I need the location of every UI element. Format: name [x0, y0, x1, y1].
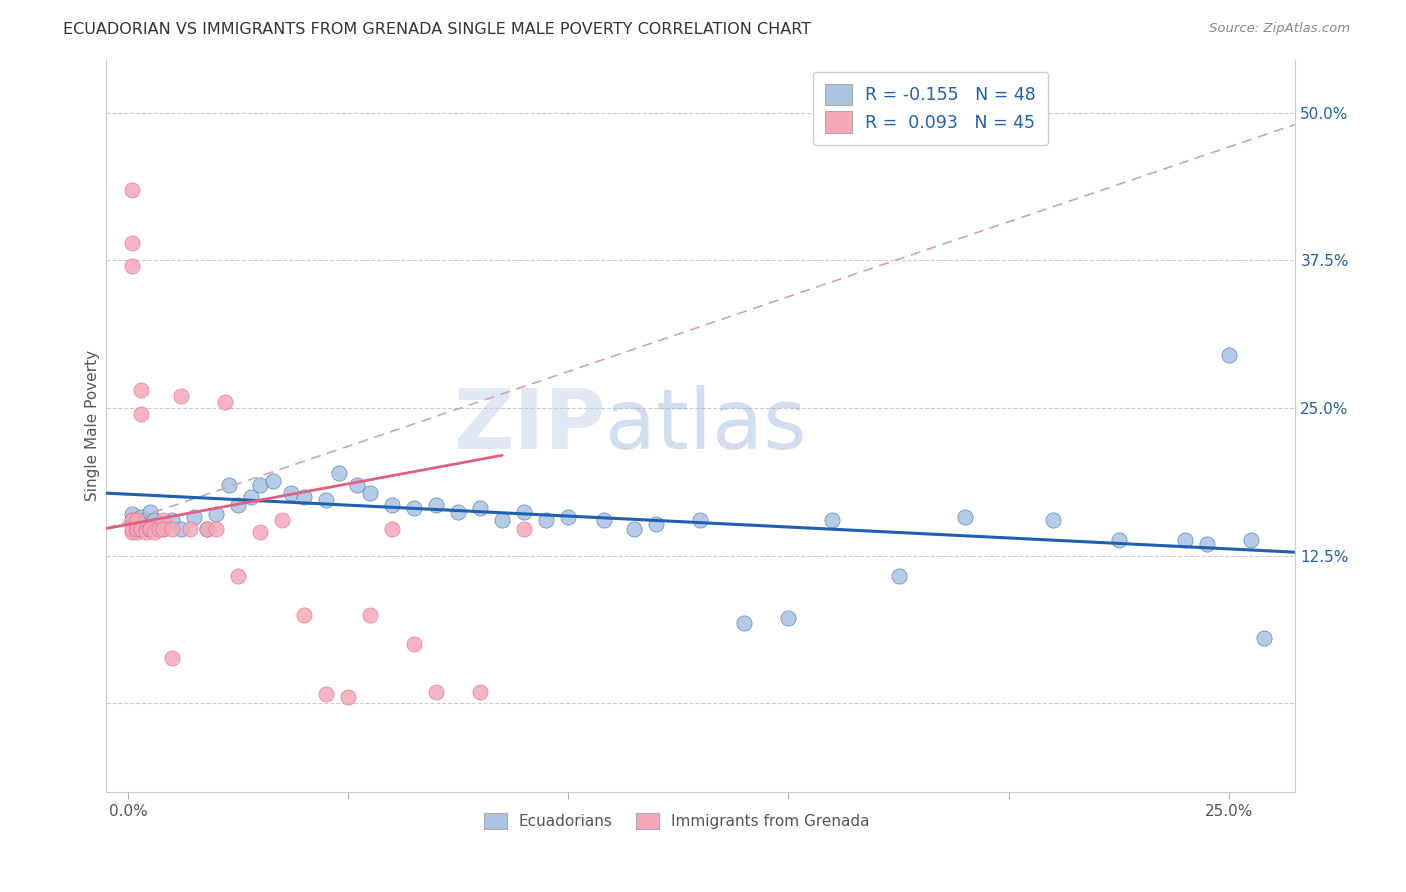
Point: [491, 513, 513, 527]
Point: [129, 522, 152, 536]
Point: [125, 525, 148, 540]
Point: [689, 513, 711, 527]
Point: [645, 516, 668, 531]
Point: [195, 522, 218, 536]
Point: [1042, 513, 1064, 527]
Point: [470, 501, 492, 516]
Point: [143, 525, 166, 540]
Point: [125, 522, 148, 536]
Point: [359, 607, 381, 622]
Text: ZIP: ZIP: [453, 385, 605, 467]
Point: [183, 509, 205, 524]
Point: [125, 522, 148, 536]
Text: atlas: atlas: [605, 385, 807, 467]
Point: [129, 509, 152, 524]
Point: [121, 513, 143, 527]
Point: [425, 684, 447, 698]
Point: [887, 569, 910, 583]
Point: [359, 486, 381, 500]
Point: [135, 525, 157, 540]
Y-axis label: Single Male Poverty: Single Male Poverty: [86, 351, 100, 501]
Point: [121, 525, 143, 540]
Point: [623, 522, 645, 536]
Point: [425, 498, 447, 512]
Point: [1108, 533, 1130, 548]
Point: [121, 508, 143, 522]
Point: [121, 260, 143, 274]
Point: [179, 522, 201, 536]
Point: [513, 522, 536, 536]
Point: [160, 522, 183, 536]
Point: [315, 493, 337, 508]
Point: [125, 519, 148, 533]
Point: [135, 522, 157, 536]
Point: [226, 498, 249, 512]
Legend: Ecuadorians, Immigrants from Grenada: Ecuadorians, Immigrants from Grenada: [478, 807, 876, 836]
Point: [953, 509, 976, 524]
Point: [139, 522, 162, 536]
Point: [129, 384, 152, 398]
Point: [381, 522, 404, 536]
Point: [139, 522, 162, 536]
Point: [148, 522, 170, 536]
Point: [143, 513, 166, 527]
Point: [271, 513, 294, 527]
Point: [292, 490, 315, 504]
Point: [152, 513, 174, 527]
Point: [139, 505, 162, 519]
Point: [121, 235, 143, 250]
Point: [121, 522, 143, 536]
Point: [170, 389, 193, 403]
Point: [139, 522, 162, 536]
Point: [129, 522, 152, 536]
Point: [557, 509, 579, 524]
Point: [592, 513, 614, 527]
Point: [381, 498, 404, 512]
Point: [262, 475, 284, 489]
Point: [778, 611, 800, 625]
Point: [404, 637, 426, 651]
Point: [135, 513, 157, 527]
Point: [121, 513, 143, 527]
Point: [1195, 537, 1218, 551]
Point: [195, 522, 218, 536]
Text: Source: ZipAtlas.com: Source: ZipAtlas.com: [1209, 22, 1350, 36]
Point: [280, 486, 302, 500]
Point: [152, 522, 174, 536]
Point: [249, 525, 271, 540]
Point: [328, 466, 350, 480]
Point: [125, 522, 148, 536]
Point: [733, 615, 755, 630]
Point: [346, 478, 368, 492]
Point: [1218, 348, 1240, 362]
Point: [292, 607, 315, 622]
Point: [404, 501, 426, 516]
Point: [205, 522, 228, 536]
Point: [125, 513, 148, 527]
Point: [160, 513, 183, 527]
Point: [513, 505, 536, 519]
Point: [536, 513, 558, 527]
Point: [1240, 533, 1263, 548]
Point: [129, 407, 152, 421]
Point: [447, 505, 470, 519]
Point: [170, 522, 193, 536]
Point: [1253, 632, 1275, 646]
Point: [1174, 533, 1197, 548]
Point: [821, 513, 844, 527]
Point: [152, 522, 174, 536]
Point: [240, 490, 263, 504]
Point: [125, 522, 148, 536]
Point: [470, 684, 492, 698]
Text: ECUADORIAN VS IMMIGRANTS FROM GRENADA SINGLE MALE POVERTY CORRELATION CHART: ECUADORIAN VS IMMIGRANTS FROM GRENADA SI…: [63, 22, 811, 37]
Point: [315, 687, 337, 701]
Point: [226, 569, 249, 583]
Point: [249, 478, 271, 492]
Point: [121, 182, 143, 196]
Point: [160, 651, 183, 665]
Point: [214, 395, 236, 409]
Point: [337, 690, 360, 705]
Point: [205, 508, 228, 522]
Point: [218, 478, 240, 492]
